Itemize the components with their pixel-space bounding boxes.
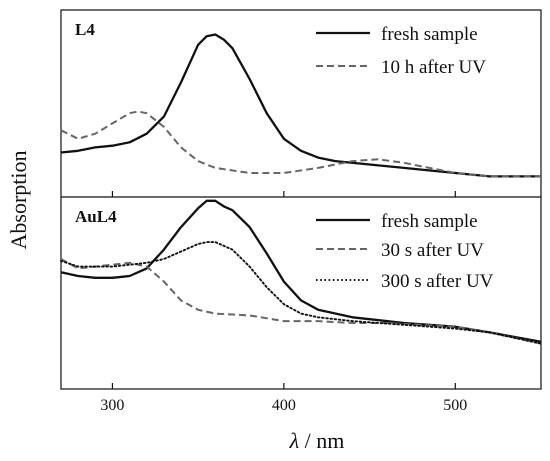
legend-label-30-s-after-uv: 30 s after UV <box>381 240 484 261</box>
x-axis-unit: / nm <box>299 428 344 453</box>
legend-label-10-h-after-uv: 10 h after UV <box>381 57 486 78</box>
legend-label-300-s-after-uv: 300 s after UV <box>381 271 494 292</box>
legend-label-fresh-sample: fresh sample <box>381 211 478 232</box>
plot-frame <box>60 9 542 390</box>
chart-panels: L4 fresh sample 10 h after UV AuL4 fresh sam… <box>60 20 542 345</box>
series-line-fresh-sample <box>60 199 542 343</box>
panel-label: AuL4 <box>75 207 117 226</box>
x-tick-label: 500 <box>443 397 467 414</box>
x-tick-label: 300 <box>100 397 124 414</box>
y-axis-title: Absorption <box>6 151 31 250</box>
panel-aul4: AuL4 fresh sample 30 s after UV 300 s after… <box>60 199 542 345</box>
x-tick-label: 400 <box>272 397 296 414</box>
series-line-fresh-sample <box>60 33 541 178</box>
x-axis-title: λ / nm <box>289 428 345 453</box>
x-axis-symbol: λ <box>289 428 300 453</box>
panel-l4: L4 fresh sample 10 h after UV <box>60 20 541 178</box>
series-line-10-h-after-uv <box>60 110 541 178</box>
legend-label-fresh-sample: fresh sample <box>381 24 478 45</box>
x-axis: 300 400 500 <box>100 191 467 414</box>
panel-label: L4 <box>75 20 95 39</box>
series-line-300-s-after-uv <box>60 241 542 345</box>
plot-border <box>60 9 542 390</box>
